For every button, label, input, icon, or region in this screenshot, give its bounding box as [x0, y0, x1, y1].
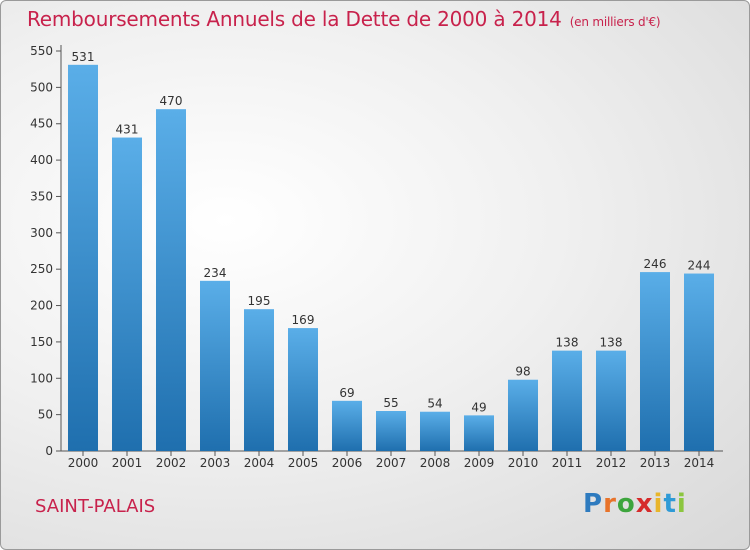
y-tick-label: 50 [38, 408, 53, 422]
bar-2009 [464, 415, 494, 451]
data-label-2007: 55 [383, 396, 398, 410]
data-label-2014: 244 [688, 259, 711, 273]
y-tick-label: 300 [30, 226, 53, 240]
x-tick-label: 2011 [552, 456, 583, 470]
bar-2008 [420, 411, 450, 451]
y-tick-label: 200 [30, 299, 53, 313]
proxiti-logo[interactable]: Proxiti [583, 489, 687, 519]
logo-letter: P [583, 489, 604, 519]
x-tick-label: 2004 [244, 456, 275, 470]
x-tick-label: 2007 [376, 456, 407, 470]
x-tick-label: 2002 [156, 456, 187, 470]
data-label-2000: 531 [72, 50, 95, 64]
y-tick-label: 150 [30, 335, 53, 349]
y-tick-label: 350 [30, 189, 53, 203]
chart-unit: (en milliers d'€) [569, 15, 661, 29]
x-tick-label: 2006 [332, 456, 363, 470]
logo-letter: t [663, 489, 677, 519]
bar-2013 [640, 272, 670, 451]
bar-2005 [288, 328, 318, 451]
bar-2000 [68, 64, 98, 451]
data-label-2009: 49 [471, 400, 486, 414]
logo-letter: x [635, 489, 654, 519]
bar-2006 [332, 400, 362, 451]
y-tick-label: 400 [30, 153, 53, 167]
y-tick-label: 0 [45, 444, 53, 458]
data-label-2010: 98 [515, 365, 530, 379]
y-tick-label: 250 [30, 262, 53, 276]
data-label-2008: 54 [427, 397, 442, 411]
chart-title: Remboursements Annuels de la Dette de 20… [27, 7, 661, 31]
bar-2010 [508, 379, 538, 451]
logo-letter: o [616, 489, 636, 519]
bar-2002 [156, 109, 186, 451]
y-tick-label: 100 [30, 371, 53, 385]
bar-2004 [244, 309, 274, 451]
x-tick-label: 2014 [684, 456, 715, 470]
y-tick-label: 500 [30, 80, 53, 94]
data-label-2003: 234 [204, 266, 227, 280]
logo-letter: r [603, 489, 617, 519]
data-label-2004: 195 [248, 294, 271, 308]
chart-title-text: Remboursements Annuels de la Dette de 20… [27, 7, 562, 31]
data-label-2012: 138 [600, 336, 623, 350]
bar-2012 [596, 350, 626, 451]
data-labels: 531 431 470 234 195 169 69 55 54 49 98 138 138 246 244 [72, 50, 711, 415]
data-label-2005: 169 [292, 313, 315, 327]
x-tick-label: 2012 [596, 456, 627, 470]
bar-2003 [200, 280, 230, 451]
place-name: SAINT-PALAIS [35, 496, 156, 517]
x-tick-label: 2009 [464, 456, 495, 470]
bar-2001 [112, 137, 142, 451]
y-axis: 0 50 100 150 200 250 300 350 400 450 500 550 [30, 44, 62, 458]
data-label-2002: 470 [160, 94, 183, 108]
x-tick-label: 2000 [68, 456, 99, 470]
data-label-2001: 431 [116, 123, 139, 137]
x-axis: 2000 2001 2002 2003 2004 2005 2006 2007 2008 2009… [61, 450, 723, 470]
x-tick-label: 2005 [288, 456, 319, 470]
bar-series [68, 64, 714, 451]
logo-letter: i [676, 489, 687, 519]
x-tick-label: 2010 [508, 456, 539, 470]
x-tick-label: 2003 [200, 456, 231, 470]
x-tick-label: 2001 [112, 456, 143, 470]
x-tick-label: 2008 [420, 456, 451, 470]
logo-letter: i [653, 489, 664, 519]
x-tick-label: 2013 [640, 456, 671, 470]
data-label-2006: 69 [339, 386, 354, 400]
y-tick-label: 450 [30, 117, 53, 131]
bar-2007 [376, 411, 406, 451]
y-tick-label: 550 [30, 44, 53, 58]
data-label-2011: 138 [556, 336, 579, 350]
bar-2014 [684, 273, 714, 451]
bar-2011 [552, 350, 582, 451]
data-label-2013: 246 [644, 257, 667, 271]
